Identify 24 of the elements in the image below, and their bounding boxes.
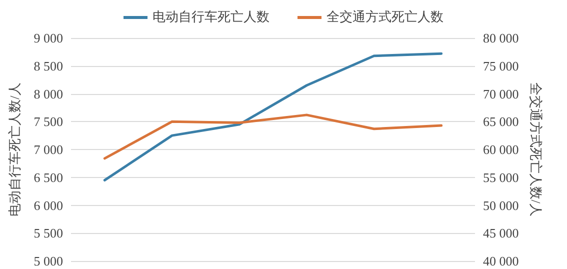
y-tick-label: 7 500: [34, 114, 63, 130]
y-tick-label: 8 500: [34, 58, 63, 74]
y-tick-label: 5 000: [34, 254, 63, 268]
y-tick-label: 5 500: [34, 226, 63, 241]
y-tick-label: 6 000: [34, 198, 63, 213]
line-series: [103, 114, 443, 160]
y-tick-label: 7 000: [34, 142, 63, 157]
y2-tick-label: 60 000: [483, 142, 519, 157]
y2-tick-label: 45 000: [483, 226, 519, 241]
y-tick-label: 8 000: [34, 86, 63, 102]
y2-tick-label: 80 000: [483, 30, 519, 46]
y2-tick-label: 65 000: [483, 114, 519, 130]
y2-tick-label: 75 000: [483, 58, 519, 74]
y2-axis-title: 全交通方式死亡人数/人: [528, 82, 544, 216]
y2-tick-label: 40 000: [483, 254, 519, 268]
legend-label: 电动自行车死亡人数: [152, 9, 270, 25]
y2-tick-label: 55 000: [483, 170, 519, 185]
y2-tick-label: 70 000: [483, 86, 519, 102]
y2-tick-label: 50 000: [483, 198, 519, 213]
legend-label: 全交通方式死亡人数: [326, 9, 444, 25]
y-tick-label: 9 000: [34, 30, 63, 46]
y-axis-title: 电动自行车死亡人数/人: [7, 82, 22, 216]
y-tick-label: 6 500: [34, 170, 63, 185]
line-series: [103, 52, 443, 182]
